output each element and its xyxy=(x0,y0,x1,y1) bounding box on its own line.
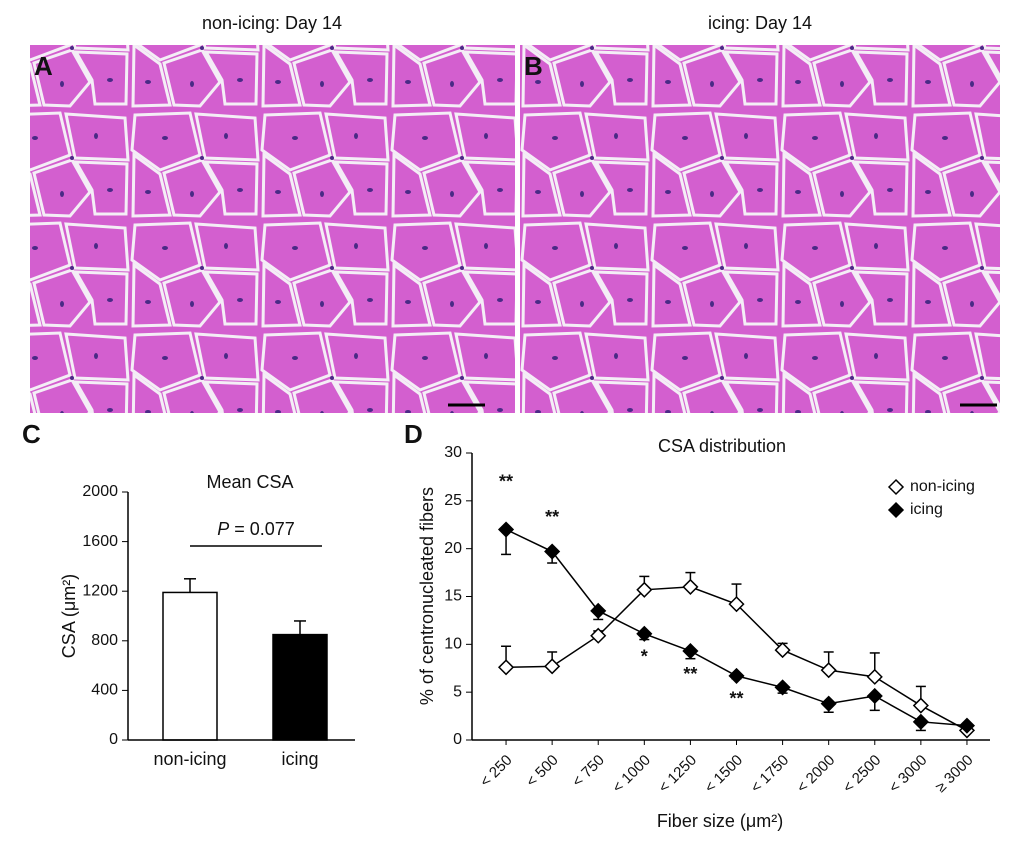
marker xyxy=(636,625,653,642)
image-title: icing: Day 14 xyxy=(708,13,812,33)
y-tick-label: 25 xyxy=(444,492,462,509)
x-tick-label: < 3000 xyxy=(886,752,931,797)
x-tick-label: < 2000 xyxy=(794,752,839,797)
p-value: P = 0.077 xyxy=(217,519,295,539)
marker xyxy=(682,642,699,660)
marker xyxy=(636,581,653,598)
marker xyxy=(912,713,929,730)
p-symbol: P xyxy=(217,519,229,539)
legend-label: non-icing xyxy=(910,478,975,495)
x-tick-label: < 1500 xyxy=(701,752,746,797)
marker xyxy=(958,717,976,734)
legend-marker xyxy=(887,501,905,519)
x-tick-label: < 1250 xyxy=(655,752,700,797)
x-tick-label: < 500 xyxy=(523,752,562,791)
marker xyxy=(820,662,837,679)
x-axis-title: Fiber size (μm²) xyxy=(657,811,783,831)
marker xyxy=(497,659,515,676)
significance: ** xyxy=(499,471,513,491)
panel-label: D xyxy=(404,419,423,449)
x-tick-label: < 1750 xyxy=(747,752,792,797)
x-tick-label: icing xyxy=(281,749,318,769)
significance: ** xyxy=(545,507,559,527)
y-axis-title: CSA (μm²) xyxy=(59,574,79,658)
significance: ** xyxy=(729,689,743,709)
image-title: non-icing: Day 14 xyxy=(202,13,342,33)
x-tick-label: < 250 xyxy=(477,752,516,791)
y-tick-label: 15 xyxy=(444,588,462,605)
x-tick-label: non-icing xyxy=(153,749,226,769)
chart-title: Mean CSA xyxy=(206,472,293,492)
y-tick-label: 400 xyxy=(91,682,118,699)
marker xyxy=(820,695,837,712)
legend-label: icing xyxy=(910,501,943,518)
marker xyxy=(590,627,607,644)
panel-label: B xyxy=(524,51,543,81)
marker xyxy=(774,679,791,696)
histology-image xyxy=(30,45,515,413)
x-tick-label: < 750 xyxy=(569,752,608,791)
y-tick-label: 10 xyxy=(444,636,462,653)
chart-title: CSA distribution xyxy=(658,436,786,456)
y-tick-label: 30 xyxy=(444,444,462,461)
y-axis-title: % of centronucleated fibers xyxy=(417,487,437,705)
y-tick-label: 5 xyxy=(453,683,462,700)
marker xyxy=(912,697,929,714)
marker xyxy=(728,667,745,684)
histology-image xyxy=(520,45,1000,413)
panel-label: C xyxy=(22,419,41,449)
y-tick-label: 0 xyxy=(453,731,462,748)
y-tick-label: 2000 xyxy=(82,483,118,500)
significance: * xyxy=(641,647,648,667)
y-tick-label: 800 xyxy=(91,632,118,649)
x-tick-label: < 2500 xyxy=(840,752,885,797)
marker xyxy=(497,521,515,538)
y-tick-label: 1600 xyxy=(82,533,118,550)
significance: ** xyxy=(683,664,697,684)
marker xyxy=(544,543,561,560)
panel-label: A xyxy=(34,51,53,81)
marker xyxy=(774,642,791,659)
y-tick-label: 20 xyxy=(444,540,462,557)
marker xyxy=(544,658,561,675)
bar xyxy=(162,591,218,741)
y-tick-label: 0 xyxy=(109,731,118,748)
p-value-text: = 0.077 xyxy=(234,519,295,539)
marker xyxy=(866,668,883,685)
x-tick-label: ≥ 3000 xyxy=(932,752,976,796)
y-tick-label: 1200 xyxy=(82,582,118,599)
legend-marker xyxy=(887,478,905,496)
marker xyxy=(866,687,883,705)
bar xyxy=(272,633,328,741)
marker xyxy=(728,596,745,613)
marker xyxy=(682,578,699,595)
x-tick-label: < 1000 xyxy=(609,752,654,797)
marker xyxy=(590,602,607,619)
